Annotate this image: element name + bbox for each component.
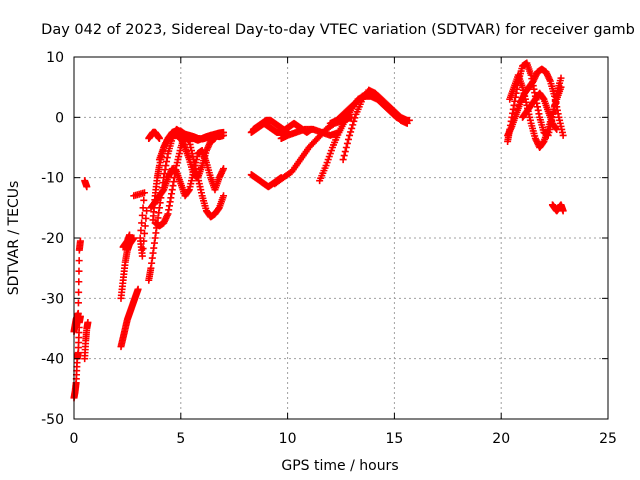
- data-point: [138, 219, 146, 227]
- series-s22: [326, 89, 411, 127]
- series-s7: [119, 231, 134, 251]
- series-s4: [81, 177, 91, 191]
- x-tick-label: 15: [385, 431, 403, 447]
- y-tick-label: -40: [41, 352, 64, 368]
- data-point: [138, 252, 146, 260]
- data-point: [339, 156, 347, 164]
- y-axis-label: SDTVAR / TECUs: [6, 181, 22, 296]
- series-s14: [145, 128, 163, 142]
- y-tick-label: -10: [41, 171, 64, 187]
- data-point: [74, 309, 82, 317]
- data-point: [403, 119, 411, 127]
- series-s3: [81, 318, 92, 363]
- data-point: [559, 131, 567, 139]
- data-point: [348, 124, 356, 132]
- data-point: [134, 285, 142, 293]
- data-point: [139, 245, 147, 253]
- data-point: [76, 237, 84, 245]
- data-point: [126, 231, 134, 239]
- data-point: [75, 288, 83, 296]
- x-axis-label: GPS time / hours: [281, 458, 398, 474]
- data-point: [142, 214, 150, 222]
- chart-title: Day 042 of 2023, Sidereal Day-to-day VTE…: [41, 22, 635, 38]
- series-s2: [70, 237, 84, 336]
- data-point: [139, 204, 147, 212]
- data-point: [347, 128, 355, 136]
- x-tick-label: 0: [70, 431, 79, 447]
- data-point: [137, 226, 145, 234]
- x-tick-label: 25: [599, 431, 617, 447]
- series-s13: [155, 131, 219, 182]
- y-tick-label: -20: [41, 231, 64, 247]
- x-tick-label: 10: [279, 431, 297, 447]
- data-point: [140, 237, 148, 245]
- data-point: [141, 222, 149, 230]
- series-s12: [147, 147, 228, 212]
- x-tick-label: 5: [176, 431, 185, 447]
- data-point: [557, 74, 565, 82]
- data-point: [211, 134, 219, 142]
- data-point: [143, 207, 151, 215]
- data-point: [343, 139, 351, 147]
- data-point: [140, 189, 148, 197]
- data-point: [557, 83, 565, 91]
- data-point: [553, 125, 561, 133]
- series-s17: [249, 116, 292, 136]
- data-point: [75, 278, 83, 286]
- data-point: [140, 229, 148, 237]
- data-point: [155, 134, 163, 142]
- data-point: [74, 299, 82, 307]
- data-point: [344, 135, 352, 143]
- data-point: [342, 144, 350, 151]
- data-point: [350, 117, 358, 125]
- series-s5: [117, 285, 142, 351]
- y-tick-label: 10: [46, 50, 64, 66]
- data-point: [138, 211, 146, 219]
- data-point: [351, 114, 359, 122]
- data-point: [75, 257, 83, 265]
- axes: 0 5 10 15 20 25 -50 -40 -30 -20 -10 0 10: [41, 50, 617, 447]
- series-s26: [519, 89, 561, 133]
- data-point: [340, 152, 348, 160]
- y-tick-label: -50: [41, 412, 64, 428]
- series-s27: [548, 201, 567, 215]
- series-s8: [130, 189, 151, 260]
- data-point: [140, 196, 148, 204]
- data-points: [70, 59, 567, 402]
- data-point: [559, 207, 567, 215]
- data-point: [220, 128, 228, 136]
- data-point: [341, 148, 349, 156]
- data-point: [346, 131, 354, 139]
- x-tick-label: 20: [492, 431, 510, 447]
- data-point: [220, 192, 228, 200]
- data-point: [75, 267, 83, 275]
- y-tick-label: 0: [55, 110, 64, 126]
- data-point: [84, 318, 92, 326]
- y-tick-label: -30: [41, 291, 64, 307]
- data-point: [349, 121, 357, 129]
- data-point: [83, 183, 91, 191]
- data-point: [220, 165, 228, 173]
- series-s25: [506, 71, 565, 151]
